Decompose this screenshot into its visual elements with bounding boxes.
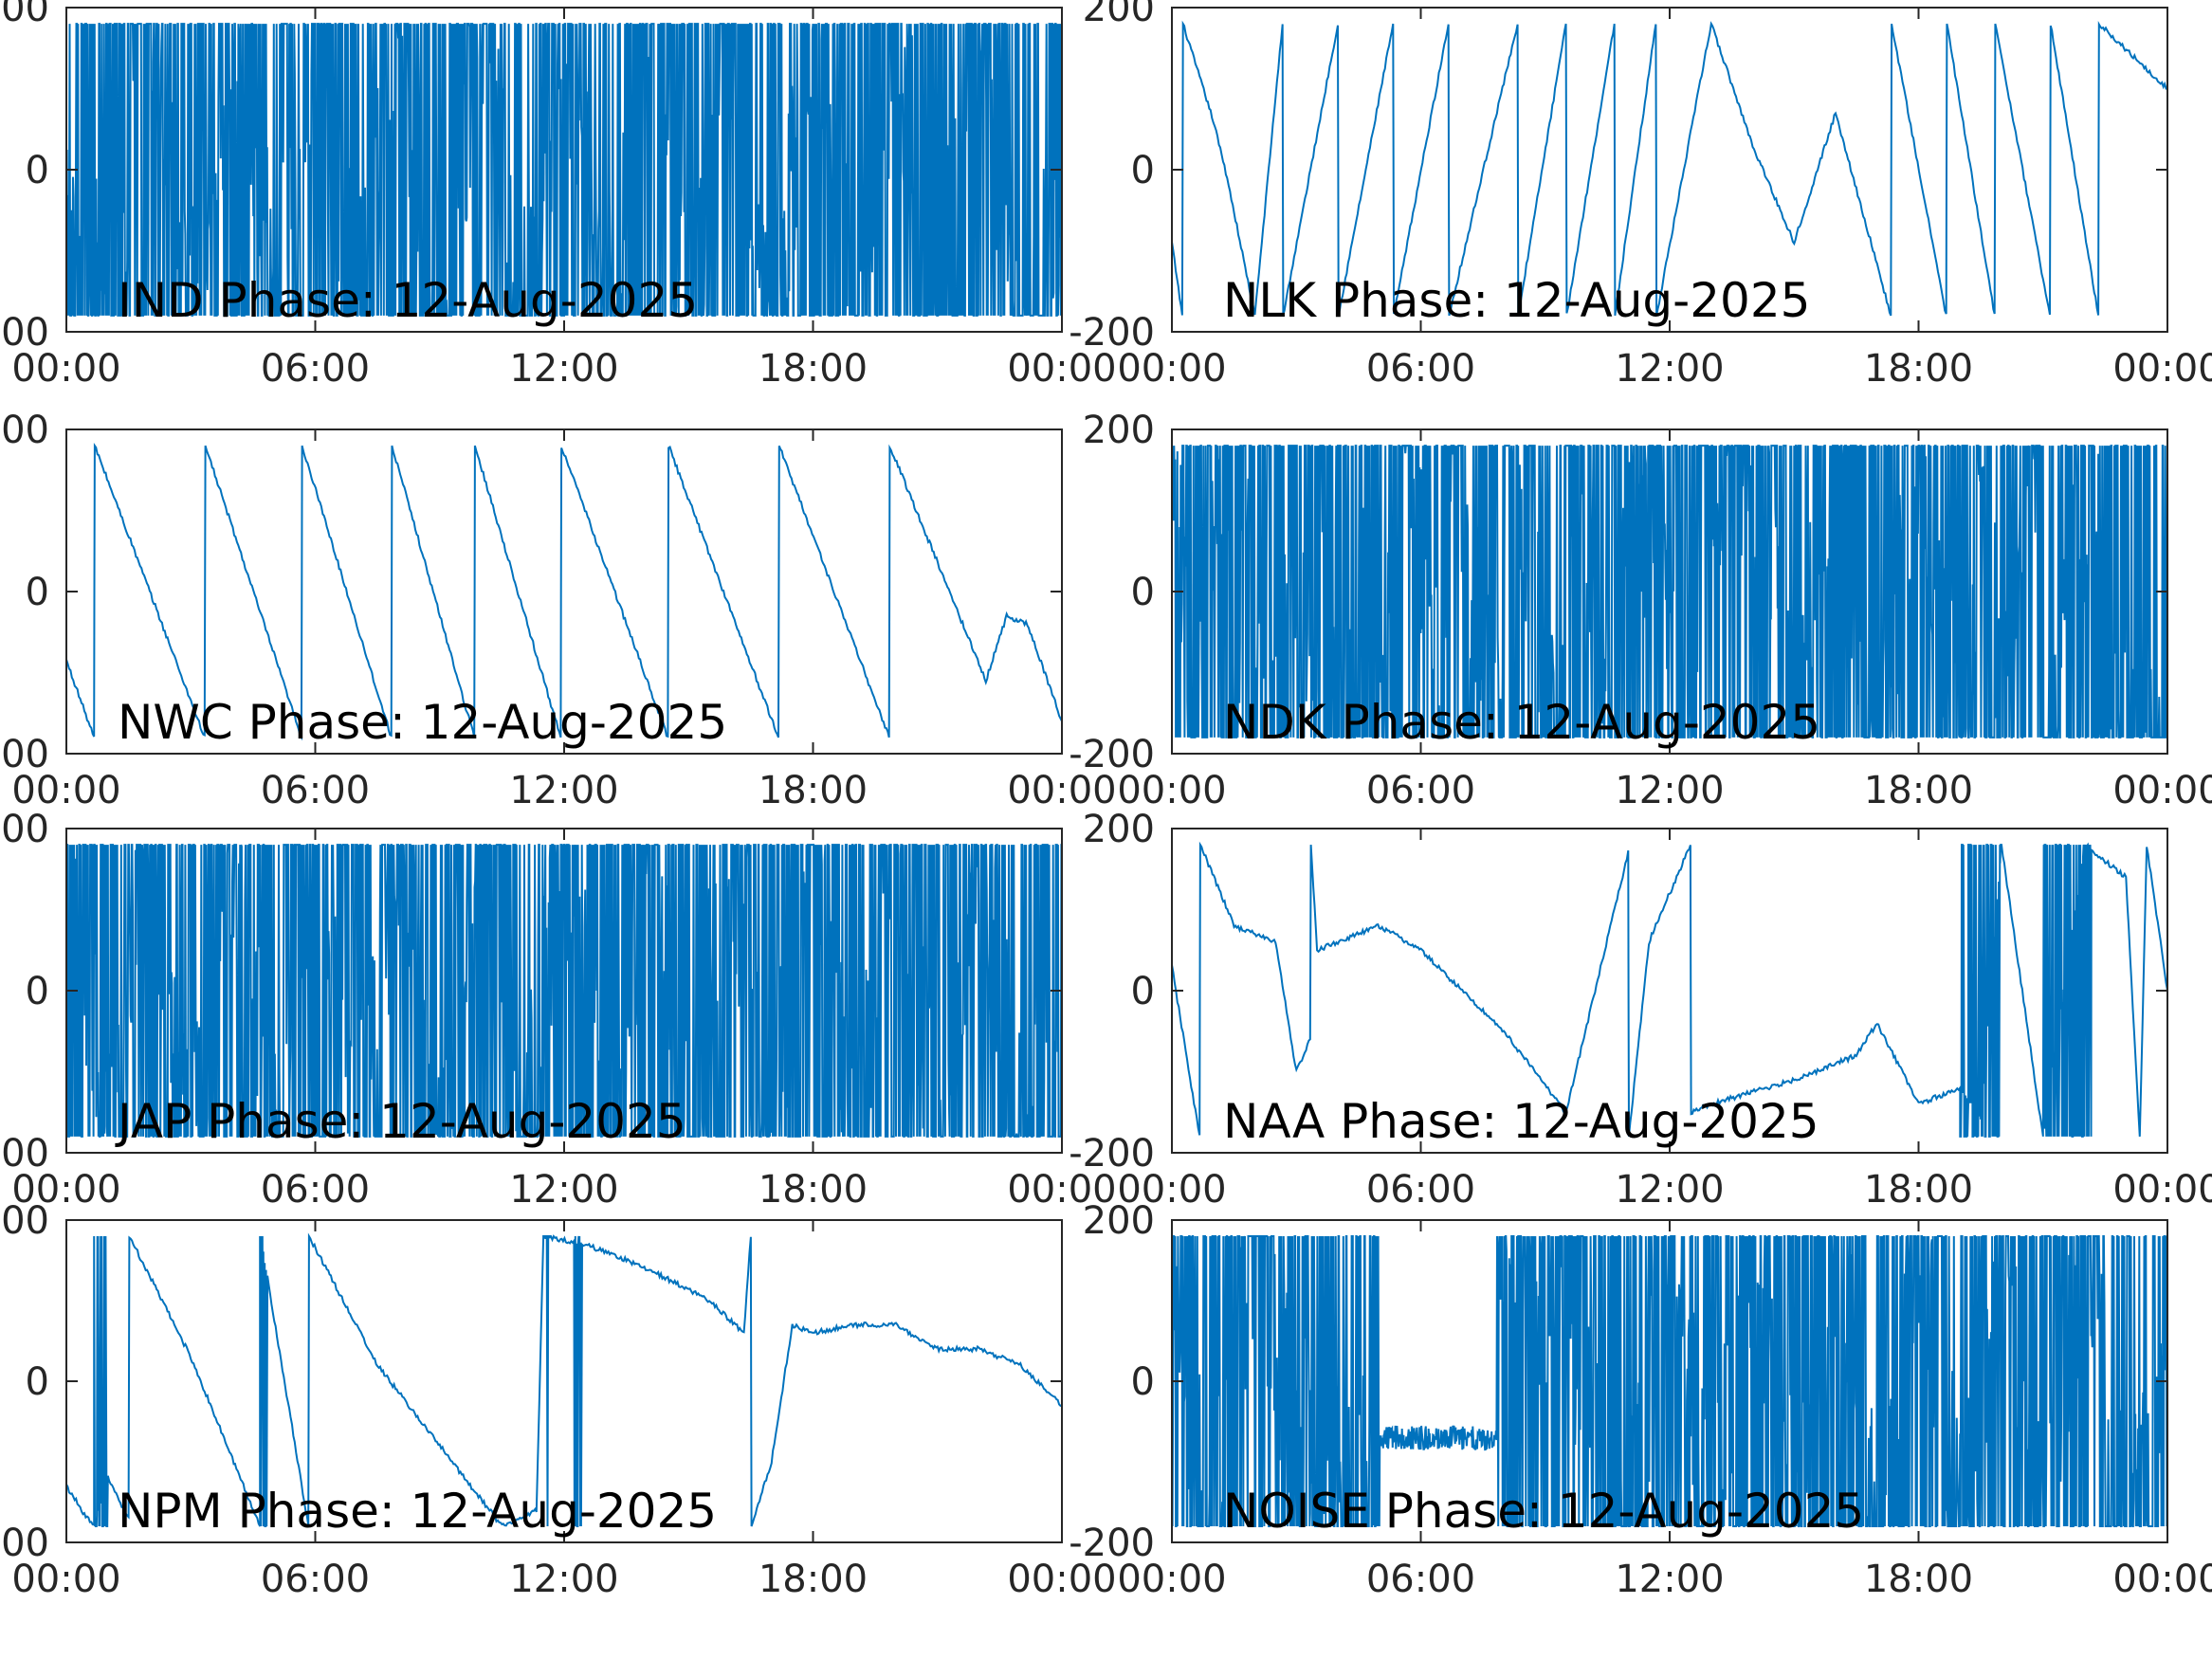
x-tick-label: 06:00 [261, 1168, 370, 1212]
x-tick-label: 18:00 [1864, 1168, 1973, 1212]
series-line [1172, 841, 2167, 1138]
x-tick-label: 00:00 [2112, 1168, 2212, 1212]
plot-area [1172, 829, 2167, 1153]
x-tick-label: 00:00 [1007, 1168, 1116, 1212]
x-tick-label: 06:00 [261, 347, 370, 391]
y-tick-label: 0 [26, 970, 49, 1013]
series-line [66, 1232, 1062, 1527]
x-tick-label: 00:00 [1117, 1168, 1226, 1212]
plot-area [66, 429, 1062, 754]
chart-title: NLK Phase: 12-Aug-2025 [1223, 273, 1810, 328]
x-tick-label: 00:00 [11, 1168, 120, 1212]
chart-title: NDK Phase: 12-Aug-2025 [1223, 695, 1820, 750]
x-tick-label: 00:00 [11, 347, 120, 391]
y-tick-label: -200 [0, 1132, 49, 1176]
y-tick-label: 0 [26, 571, 49, 614]
series-line [66, 844, 1062, 1138]
y-tick-label: 0 [1131, 149, 1155, 192]
x-tick-label: 00:00 [2112, 769, 2212, 812]
x-tick-label: 12:00 [509, 769, 618, 812]
y-tick-label: 0 [1131, 1360, 1155, 1404]
y-tick-label: 200 [0, 1199, 49, 1243]
x-tick-label: 18:00 [1864, 769, 1973, 812]
x-tick-label: 00:00 [2112, 347, 2212, 391]
x-tick-label: 00:00 [1007, 347, 1116, 391]
x-tick-label: 00:00 [1117, 769, 1226, 812]
x-tick-label: 18:00 [759, 1558, 868, 1601]
x-tick-label: 00:00 [1117, 1558, 1226, 1601]
y-tick-label: 200 [0, 409, 49, 452]
x-tick-label: 12:00 [509, 1168, 618, 1212]
y-tick-label: -200 [0, 1522, 49, 1565]
y-tick-label: -200 [1069, 1132, 1155, 1176]
x-tick-label: 12:00 [509, 1558, 618, 1601]
x-tick-label: 00:00 [11, 769, 120, 812]
x-tick-label: 12:00 [1615, 1168, 1724, 1212]
x-tick-label: 18:00 [759, 347, 868, 391]
y-tick-label: 200 [1083, 1199, 1155, 1243]
y-tick-label: 0 [1131, 571, 1155, 614]
y-tick-label: -200 [1069, 733, 1155, 776]
series-line [1172, 445, 2167, 738]
x-tick-label: 06:00 [1366, 1558, 1475, 1601]
x-tick-label: 06:00 [1366, 1168, 1475, 1212]
x-tick-label: 12:00 [1615, 769, 1724, 812]
y-tick-label: -200 [0, 311, 49, 355]
y-tick-label: -200 [0, 733, 49, 776]
x-tick-label: 18:00 [1864, 1558, 1973, 1601]
x-tick-label: 06:00 [1366, 769, 1475, 812]
x-tick-label: 12:00 [1615, 1558, 1724, 1601]
x-tick-label: 12:00 [1615, 347, 1724, 391]
x-tick-label: 00:00 [1007, 1558, 1116, 1601]
chart-title: JAP Phase: 12-Aug-2025 [115, 1094, 686, 1149]
plot-area [66, 1220, 1062, 1542]
y-tick-label: 200 [0, 0, 49, 30]
chart-title: IND Phase: 12-Aug-2025 [118, 273, 698, 328]
x-tick-label: 18:00 [759, 769, 868, 812]
y-tick-label: -200 [1069, 311, 1155, 355]
x-tick-label: 00:00 [11, 1558, 120, 1601]
series-line [1172, 20, 2167, 317]
chart-title: NWC Phase: 12-Aug-2025 [118, 695, 727, 750]
y-tick-label: 0 [26, 1360, 49, 1404]
series-line [1172, 1235, 2167, 1527]
x-tick-label: 00:00 [2112, 1558, 2212, 1601]
y-tick-label: 200 [1083, 0, 1155, 30]
y-tick-label: 0 [26, 149, 49, 192]
x-tick-label: 00:00 [1117, 347, 1226, 391]
x-tick-label: 00:00 [1007, 769, 1116, 812]
x-tick-label: 06:00 [261, 769, 370, 812]
series-line [66, 442, 1062, 741]
y-tick-label: 200 [0, 808, 49, 851]
x-tick-label: 18:00 [1864, 347, 1973, 391]
x-tick-label: 18:00 [759, 1168, 868, 1212]
series-line [66, 23, 1062, 317]
x-tick-label: 12:00 [509, 347, 618, 391]
y-tick-label: 0 [1131, 970, 1155, 1013]
x-tick-label: 06:00 [261, 1558, 370, 1601]
chart-title: NOISE Phase: 12-Aug-2025 [1223, 1484, 1864, 1539]
y-tick-label: 200 [1083, 409, 1155, 452]
chart-title: NAA Phase: 12-Aug-2025 [1223, 1094, 1819, 1149]
y-tick-label: -200 [1069, 1522, 1155, 1565]
y-tick-label: 200 [1083, 808, 1155, 851]
x-tick-label: 06:00 [1366, 347, 1475, 391]
chart-title: NPM Phase: 12-Aug-2025 [118, 1484, 717, 1539]
